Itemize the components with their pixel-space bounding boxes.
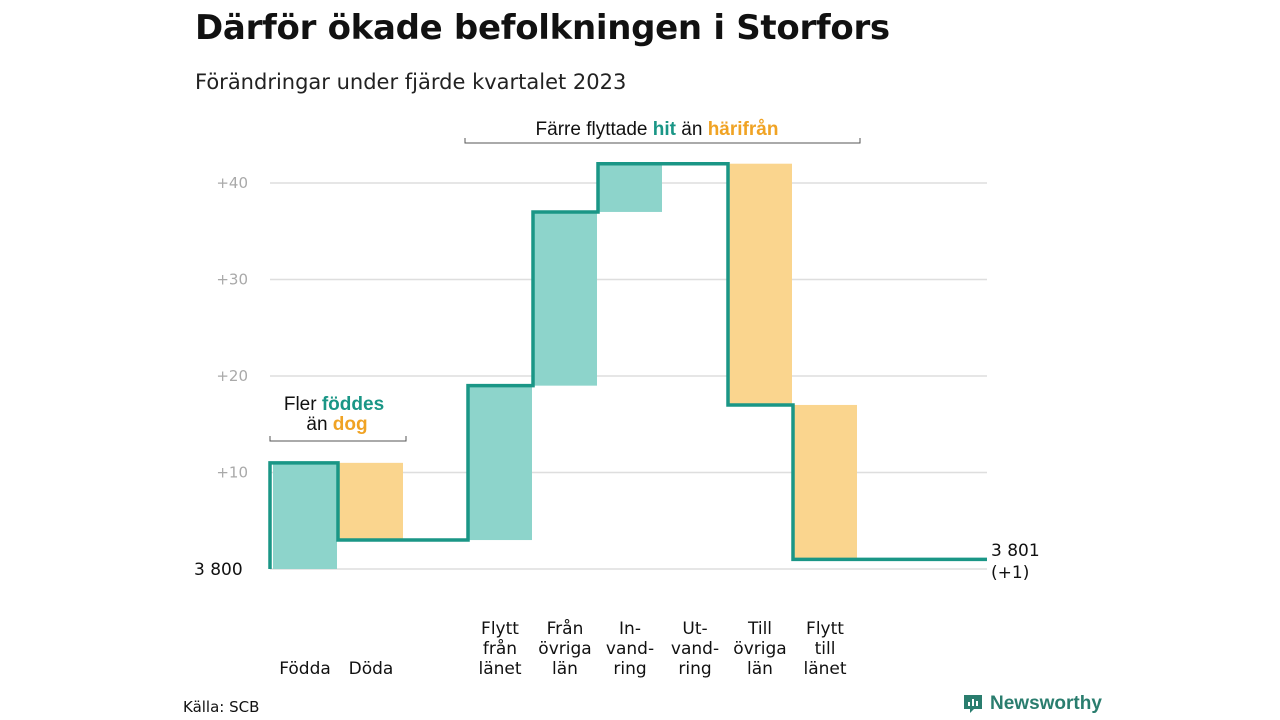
category-label: In- — [619, 619, 641, 639]
bar-födda — [273, 462, 337, 569]
end-value-label: 3 801 — [991, 541, 1040, 561]
category-label: övriga — [733, 639, 786, 659]
category-label: Från — [547, 618, 584, 639]
y-tick-label: +20 — [216, 367, 248, 385]
category-label: Ut- — [682, 619, 707, 639]
y-tick-label: +30 — [216, 271, 248, 289]
bar-från-övriga-län — [533, 211, 597, 386]
category-label: länet — [803, 659, 846, 679]
category-label: län — [747, 659, 773, 679]
category-label: till — [815, 639, 836, 659]
bars — [273, 163, 857, 569]
births-annotation: Fler föddes än dog — [269, 394, 407, 442]
category-label: Till — [747, 619, 772, 639]
newsworthy-logo-icon — [964, 695, 982, 713]
category-label: länet — [478, 659, 521, 679]
births-bracket — [269, 436, 407, 442]
bar-flytt-till-länet — [793, 404, 857, 560]
moves-annotation: Färre flyttade hit än härifrån — [464, 119, 861, 144]
category-label: Flytt — [806, 619, 844, 639]
brand-logo: Newsworthy — [962, 693, 1102, 715]
y-tick-label: +40 — [216, 174, 248, 192]
births-annotation-line1: Fler föddes — [284, 394, 384, 415]
category-label: län — [552, 659, 578, 679]
category-label: ring — [678, 659, 711, 679]
category-label: ring — [613, 659, 646, 679]
category-label: Döda — [349, 659, 394, 679]
y-tick-label: +10 — [216, 464, 248, 482]
bar-flytt-från-länet — [468, 385, 532, 541]
category-label: övriga — [538, 639, 591, 659]
end-change-label: (+1) — [991, 563, 1029, 583]
category-label: från — [483, 638, 517, 659]
births-annotation-line2: än dog — [306, 414, 367, 435]
moves-annotation-text: Färre flyttade hit än härifrån — [536, 119, 779, 140]
moves-bracket — [464, 138, 861, 144]
category-label: Födda — [279, 659, 331, 679]
category-labels: Födda DödaFlyttfrånlänetFrånövrigalänIn-v… — [279, 618, 847, 679]
category-label: vand- — [606, 639, 654, 659]
bar-till-övriga-län — [728, 163, 792, 405]
chart-subtitle: Förändringar under fjärde kvartalet 2023 — [195, 70, 627, 94]
baseline-label: 3 800 — [194, 560, 243, 580]
gridlines — [270, 182, 987, 570]
chart-title: Därför ökade befolkningen i Storfors — [195, 8, 890, 48]
brand-name: Newsworthy — [990, 693, 1102, 714]
category-label: Flytt — [481, 619, 519, 639]
bar-döda — [339, 462, 403, 541]
bar-invandring — [598, 163, 662, 212]
source-note: Källa: SCB — [183, 698, 260, 716]
category-label: vand- — [671, 639, 719, 659]
cumulative-step-line — [268, 161, 987, 569]
y-tick-labels: +10 +20 +30 +40 — [216, 174, 248, 482]
